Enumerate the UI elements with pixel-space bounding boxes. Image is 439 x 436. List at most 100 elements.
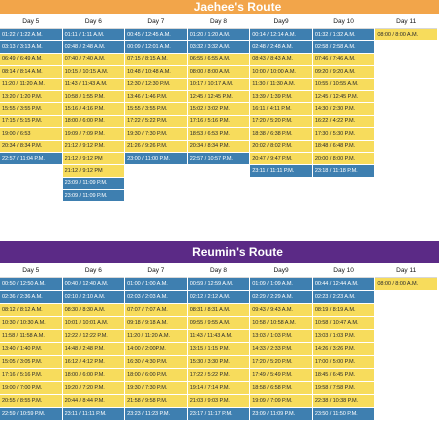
time-cell: 21:03 / 9:03 P.M.	[187, 395, 250, 408]
time-cell: 13:03 / 1:03 P.M.	[312, 330, 375, 343]
time-cell: 17:15 / 5:15 P.M.	[0, 115, 62, 129]
time-cell: 15:55 / 3:55 P.M.	[125, 103, 187, 116]
time-cell: 22:59 / 10:59 P.M.	[0, 408, 62, 421]
time-cell: 12:22 / 12:22 P.M.	[62, 330, 125, 343]
time-cell: 00:09 / 12:01 A.M.	[125, 41, 187, 54]
empty-cell	[250, 190, 312, 203]
time-cell: 08:31 / 8:31 A.M.	[187, 304, 250, 317]
table-row: 10:30 / 10:30 A.M. 10:01 / 10:01 A.M. 09:1…	[0, 317, 437, 330]
column-header: Day 10	[312, 14, 375, 29]
empty-cell	[187, 190, 250, 203]
time-cell: 01:32 / 1:32 A.M.	[312, 29, 375, 42]
time-cell: 20:55 / 8:55 P.M.	[0, 395, 62, 408]
time-cell: 20:47 / 9:47 P.M.	[250, 152, 312, 166]
time-cell: 10:58 / 1:55 P.M.	[62, 90, 125, 104]
table-row: 20:34 / 8:34 P.M. 21:12 / 9:12 P.M. 21:26 …	[0, 140, 437, 153]
table-row: 13:40 / 1:40 P.M. 14:48 / 2:48 P.M. 14:00 …	[0, 343, 437, 356]
reumin-route-section: Reumin's Route Day 5 Day 6 Day 7 Day 8 Day9 D…	[0, 241, 439, 421]
table-row: 08:12 / 8:12 A.M. 08:30 / 8:30 A.M. 07:07 …	[0, 304, 437, 317]
time-cell: 20:00 / 8:00 P.M.	[312, 152, 375, 166]
empty-cell	[375, 343, 437, 356]
time-cell: 13:15 / 1:15 P.M.	[187, 343, 250, 356]
time-cell: 18:58 / 6:58 P.M.	[250, 382, 312, 395]
time-cell: 03:32 / 3:32 A.M.	[187, 41, 250, 54]
time-cell: 23:18 / 11:18 P.M.	[312, 165, 375, 178]
empty-cell	[187, 165, 250, 178]
column-header: Day 5	[0, 14, 62, 29]
time-cell: 00:45 / 12:45 A.M.	[125, 29, 187, 42]
empty-cell	[375, 382, 437, 395]
time-cell: 15:05 / 3:05 P.M.	[0, 356, 62, 369]
time-cell: 17:22 / 5:22 P.M.	[125, 115, 187, 129]
time-cell: 18:53 / 6:53 P.M.	[187, 128, 250, 141]
time-cell: 02:36 / 2:36 A.M.	[0, 291, 62, 304]
time-cell: 17:22 / 5:22 P.M.	[187, 369, 250, 382]
time-cell: 18:38 / 6:38 P.M.	[250, 128, 312, 141]
column-header: Day9	[250, 14, 312, 29]
empty-cell	[0, 190, 62, 203]
time-cell: 01:22 / 1:22 A.M.	[0, 29, 62, 42]
time-cell: 21:12 / 9:12 P.M.	[62, 140, 125, 153]
time-cell: 10:00 / 10:00 A.M.	[250, 66, 312, 79]
time-cell: 13:03 / 1:03 P.M.	[250, 330, 312, 343]
empty-cell	[375, 304, 437, 317]
time-cell: 23:50 / 11:50 P.M.	[312, 408, 375, 421]
time-cell: 02:10 / 2:10 A.M.	[62, 291, 125, 304]
time-cell: 17:30 / 5:30 P.M.	[312, 128, 375, 141]
time-cell: 17:20 / 5:20 P.M.	[250, 356, 312, 369]
time-cell: 11:20 / 11:20 A.M.	[0, 78, 62, 91]
time-cell: 19:00 / 6:53	[0, 128, 62, 141]
column-header: Day 8	[187, 263, 250, 278]
table-row: 22:57 / 11:04 P.M. 21:12 / 9:12 PM 23:00 /…	[0, 152, 437, 166]
empty-cell	[0, 165, 62, 178]
time-cell: 06:55 / 6:55 A.M.	[187, 53, 250, 67]
column-header: Day 11	[375, 263, 437, 278]
empty-cell	[0, 177, 62, 191]
time-cell: 19:30 / 7:30 P.M.	[125, 128, 187, 141]
time-cell: 07:40 / 7:40 A.M.	[62, 53, 125, 67]
time-cell: 20:34 / 8:34 P.M.	[187, 140, 250, 153]
time-cell: 16:22 / 4:22 P.M.	[312, 115, 375, 129]
time-cell: 08:30 / 8:30 A.M.	[62, 304, 125, 317]
time-cell: 14:26 / 3:26 P.M.	[312, 343, 375, 356]
time-cell: 19:14 / 7:14 P.M.	[187, 382, 250, 395]
empty-cell	[375, 165, 437, 178]
time-cell: 23:23 / 11:23 P.M.	[125, 408, 187, 421]
time-cell: 23:09 / 11:09 P.M.	[62, 190, 125, 203]
time-cell: 00:40 / 12:40 A.M.	[62, 278, 125, 291]
time-cell: 23:09 / 11:09 P.M.	[250, 408, 312, 421]
table-row: 15:05 / 3:05 P.M. 16:12 / 4:12 P.M. 16:30 …	[0, 356, 437, 369]
route-title-banner: Reumin's Route	[0, 241, 439, 263]
time-cell: 13:40 / 1:40 P.M.	[0, 343, 62, 356]
table-row: 17:15 / 5:15 P.M. 18:00 / 6:00 P.M. 17:22 …	[0, 115, 437, 129]
time-cell: 13:46 / 1:46 P.M.	[125, 90, 187, 104]
time-cell: 19:30 / 7:30 P.M.	[125, 382, 187, 395]
time-cell: 10:01 / 10:01 A.M.	[62, 317, 125, 330]
schedule-table: Day 5 Day 6 Day 7 Day 8 Day9 Day 10 Day 11 00:…	[0, 263, 438, 421]
column-header: Day 5	[0, 263, 62, 278]
time-cell: 11:58 / 11:58 A.M.	[0, 330, 62, 343]
table-row: 20:55 / 8:55 P.M. 20:44 / 8:44 P.M. 21:58 …	[0, 395, 437, 408]
column-header: Day 6	[62, 263, 125, 278]
time-cell: 12:45 / 12:45 P.M.	[312, 90, 375, 104]
time-cell: 01:00 / 1:00 A.M.	[125, 278, 187, 291]
table-row: 11:20 / 11:20 A.M. 11:43 / 11:43 A.M. 12:3…	[0, 78, 437, 91]
time-cell: 19:00 / 7:00 P.M.	[0, 382, 62, 395]
empty-cell	[375, 78, 437, 91]
column-header: Day 6	[62, 14, 125, 29]
time-cell: 21:12 / 9:12 PM	[62, 152, 125, 166]
time-cell: 17:16 / 5:16 P.M.	[187, 115, 250, 129]
time-cell: 00:59 / 12:59 A.M.	[187, 278, 250, 291]
table-header-row: Day 5 Day 6 Day 7 Day 8 Day9 Day 10 Day 11	[0, 14, 437, 29]
table-header-row: Day 5 Day 6 Day 7 Day 8 Day9 Day 10 Day 11	[0, 263, 437, 278]
time-cell: 19:09 / 7:09 P.M.	[250, 395, 312, 408]
time-cell: 17:49 / 5:49 P.M.	[250, 369, 312, 382]
time-cell: 16:11 / 4:11 P.M.	[250, 103, 312, 116]
empty-cell	[375, 53, 437, 67]
empty-cell	[375, 90, 437, 104]
time-cell: 17:16 / 5:16 P.M.	[0, 369, 62, 382]
time-cell: 02:48 / 2:48 A.M.	[250, 41, 312, 54]
table-row: 11:58 / 11:58 A.M. 12:22 / 12:22 P.M. 11:2…	[0, 330, 437, 343]
time-cell: 21:58 / 9:58 P.M.	[125, 395, 187, 408]
time-cell: 10:58 / 10:47 A.M.	[312, 317, 375, 330]
